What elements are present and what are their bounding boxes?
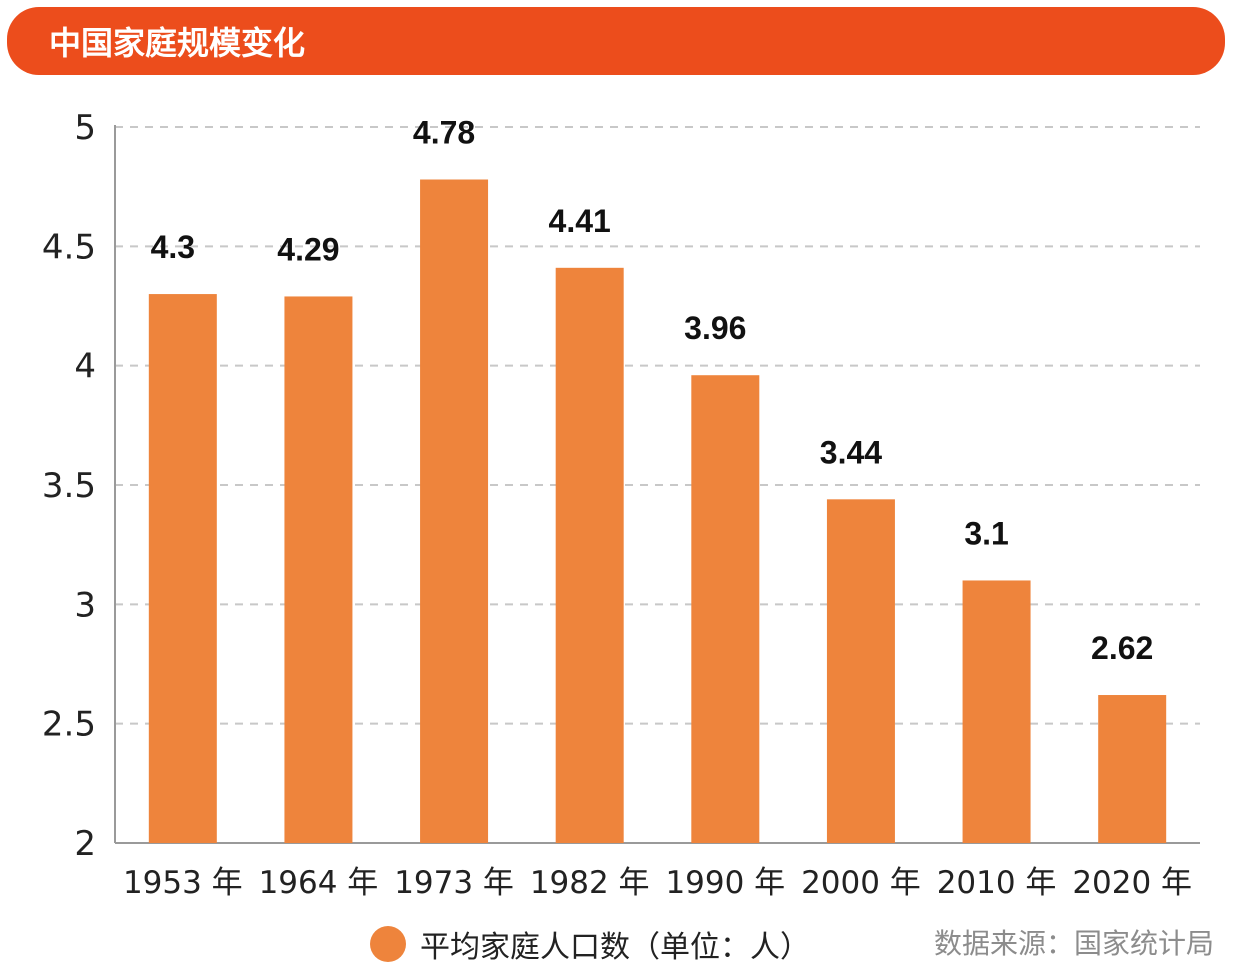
x-tick-label: 2020 年 bbox=[1072, 865, 1192, 901]
data-label: 4.78 bbox=[413, 115, 475, 151]
bar bbox=[1098, 695, 1167, 843]
y-tick-label: 2.5 bbox=[42, 705, 96, 745]
chart-title-bar: 中国家庭规模变化 bbox=[7, 7, 1225, 75]
data-label: 2.62 bbox=[1091, 630, 1153, 666]
y-tick-label: 2 bbox=[74, 824, 96, 864]
x-tick-labels: 1953 年 1964 年 1973 年 1982 年 1990 年 2000 年 2010… bbox=[123, 865, 1192, 901]
y-tick-label: 5 bbox=[74, 108, 96, 148]
x-tick-label: 1982 年 bbox=[530, 865, 650, 901]
grid-lines bbox=[115, 126, 1200, 725]
y-tick-label: 4 bbox=[74, 347, 96, 387]
data-labels: 4.3 4.29 4.78 4.41 3.96 3.44 3.1 2.62 bbox=[151, 115, 1154, 667]
data-label: 3.44 bbox=[820, 434, 882, 470]
y-tick-labels: 5 4.5 4 3.5 3 2.5 2 bbox=[42, 108, 96, 864]
legend-label: 平均家庭人口数（单位：人） bbox=[420, 930, 810, 965]
data-label: 4.3 bbox=[151, 229, 195, 265]
y-tick-label: 4.5 bbox=[42, 227, 96, 267]
x-tick-label: 1964 年 bbox=[259, 865, 379, 901]
x-tick-label: 2000 年 bbox=[801, 865, 921, 901]
legend: 平均家庭人口数（单位：人） bbox=[370, 922, 810, 966]
bars bbox=[148, 179, 1167, 844]
y-tick-label: 3.5 bbox=[42, 466, 96, 506]
bar bbox=[284, 296, 353, 843]
data-source: 数据来源：国家统计局 bbox=[933, 927, 1214, 960]
x-tick-label: 1953 年 bbox=[123, 865, 243, 901]
data-label: 3.96 bbox=[684, 310, 746, 346]
data-label: 4.29 bbox=[277, 231, 339, 267]
x-tick-label: 1973 年 bbox=[394, 865, 514, 901]
data-label: 3.1 bbox=[964, 515, 1008, 551]
bar bbox=[962, 580, 1031, 843]
x-tick-label: 2010 年 bbox=[937, 865, 1057, 901]
bar bbox=[420, 179, 489, 844]
bar bbox=[826, 499, 895, 843]
bar bbox=[555, 267, 624, 843]
y-tick-label: 3 bbox=[74, 585, 96, 625]
legend-swatch bbox=[370, 926, 406, 962]
data-label: 4.41 bbox=[549, 203, 611, 239]
bar bbox=[691, 375, 760, 843]
bar bbox=[148, 294, 217, 844]
x-tick-label: 1990 年 bbox=[665, 865, 785, 901]
chart-title: 中国家庭规模变化 bbox=[49, 24, 306, 62]
